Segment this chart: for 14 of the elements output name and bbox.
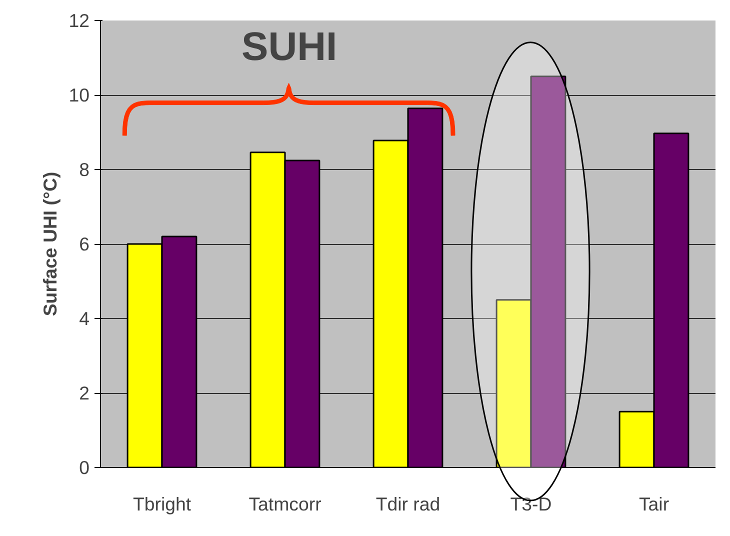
y-axis-title: Surface UHI (°C) [40,172,61,316]
x-tick-label: Tdir rad [376,494,440,514]
x-tick-label: T3-D [510,494,552,514]
y-tick-label: 0 [79,457,90,478]
y-tick-label: 4 [79,308,90,329]
x-tick-label: Tatmcorr [248,494,322,514]
y-tick-label: 10 [68,84,90,106]
x-tick-label: Tbright [132,494,192,514]
y-tick-label: 6 [79,234,90,254]
annotation: SUHI [242,24,338,69]
x-tick-label: Tair [638,494,670,514]
y-tick-label: 8 [79,159,90,180]
y-tick-label: 2 [79,382,90,404]
y-tick-label: 12 [68,10,90,31]
